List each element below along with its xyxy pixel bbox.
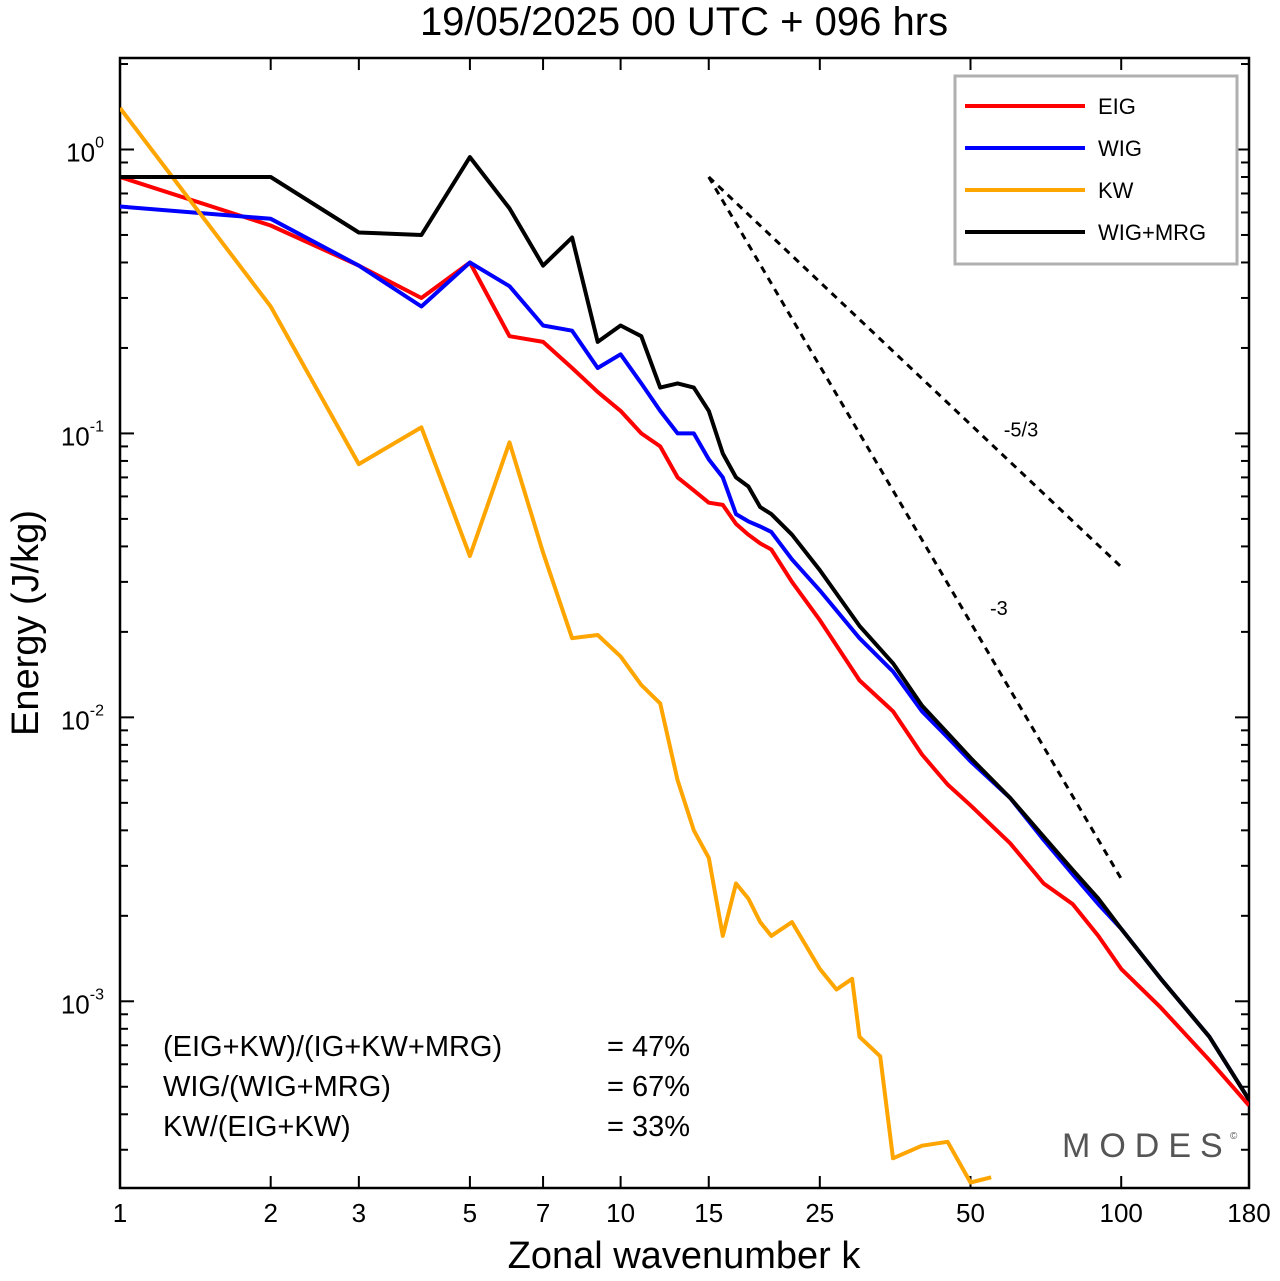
x-tick-label: 100 bbox=[1100, 1198, 1143, 1228]
modes-watermark: MODES bbox=[1062, 1127, 1232, 1165]
x-tick-label: 5 bbox=[463, 1198, 477, 1228]
ratio-label: (EIG+KW)/(IG+KW+MRG) bbox=[163, 1031, 502, 1063]
ratio-annotations: (EIG+KW)/(IG+KW+MRG) = 47% WIG/(WIG+MRG) = … bbox=[163, 1031, 690, 1143]
plot-frame bbox=[118, 56, 1251, 1190]
x-tick-label: 1 bbox=[113, 1198, 127, 1228]
series-line-wig bbox=[120, 204, 1249, 1101]
x-tick-label: 2 bbox=[263, 1198, 277, 1228]
axis-ticks bbox=[119, 58, 1250, 1188]
legend: EIG WIG KW WIG+MRG bbox=[953, 74, 1239, 266]
legend-label: WIG bbox=[1098, 136, 1142, 161]
series-line-wig-mrg bbox=[120, 155, 1249, 1101]
x-tick-label: 180 bbox=[1227, 1198, 1270, 1228]
copyright-mark: © bbox=[1230, 1131, 1238, 1142]
x-tick-label: 50 bbox=[956, 1198, 985, 1228]
slope-guide-label: -5/3 bbox=[1004, 419, 1038, 441]
y-tick-labels: 100 10-1 10-2 10-3 bbox=[61, 134, 104, 1019]
legend-label: KW bbox=[1098, 178, 1134, 203]
series-line-kw bbox=[120, 106, 992, 1185]
y-tick-label: 100 bbox=[66, 134, 104, 167]
x-tick-labels: 1 2 3 5 7 10 15 25 50 100 180 bbox=[113, 1198, 1271, 1228]
ratio-value: = 47% bbox=[607, 1031, 690, 1063]
legend-label: EIG bbox=[1098, 94, 1136, 119]
y-tick-label: 10-1 bbox=[61, 418, 104, 451]
y-tick-label: 10-3 bbox=[61, 986, 104, 1019]
ratio-label: WIG/(WIG+MRG) bbox=[163, 1071, 391, 1103]
x-tick-label: 15 bbox=[694, 1198, 723, 1228]
x-tick-label: 3 bbox=[352, 1198, 366, 1228]
series-line-eig bbox=[120, 175, 1249, 1107]
slope-guides: -5/3 -3 bbox=[707, 175, 1123, 880]
slope-guide-line bbox=[707, 175, 1123, 568]
ratio-label: KW/(EIG+KW) bbox=[163, 1111, 351, 1143]
y-tick-label: 10-2 bbox=[61, 702, 104, 735]
slope-guide-label: -3 bbox=[990, 598, 1008, 620]
chart-title: 19/05/2025 00 UTC + 096 hrs bbox=[420, 0, 948, 44]
x-axis-label: Zonal wavenumber k bbox=[508, 1235, 862, 1277]
x-tick-label: 7 bbox=[536, 1198, 550, 1228]
x-tick-label: 10 bbox=[606, 1198, 635, 1228]
ratio-value: = 67% bbox=[607, 1071, 690, 1103]
ratio-value: = 33% bbox=[607, 1111, 690, 1143]
x-tick-label: 25 bbox=[805, 1198, 834, 1228]
series-lines bbox=[120, 106, 1249, 1185]
y-axis-label: Energy (J/kg) bbox=[5, 510, 47, 736]
slope-guide-line bbox=[707, 176, 1123, 880]
legend-label: WIG+MRG bbox=[1098, 220, 1206, 245]
